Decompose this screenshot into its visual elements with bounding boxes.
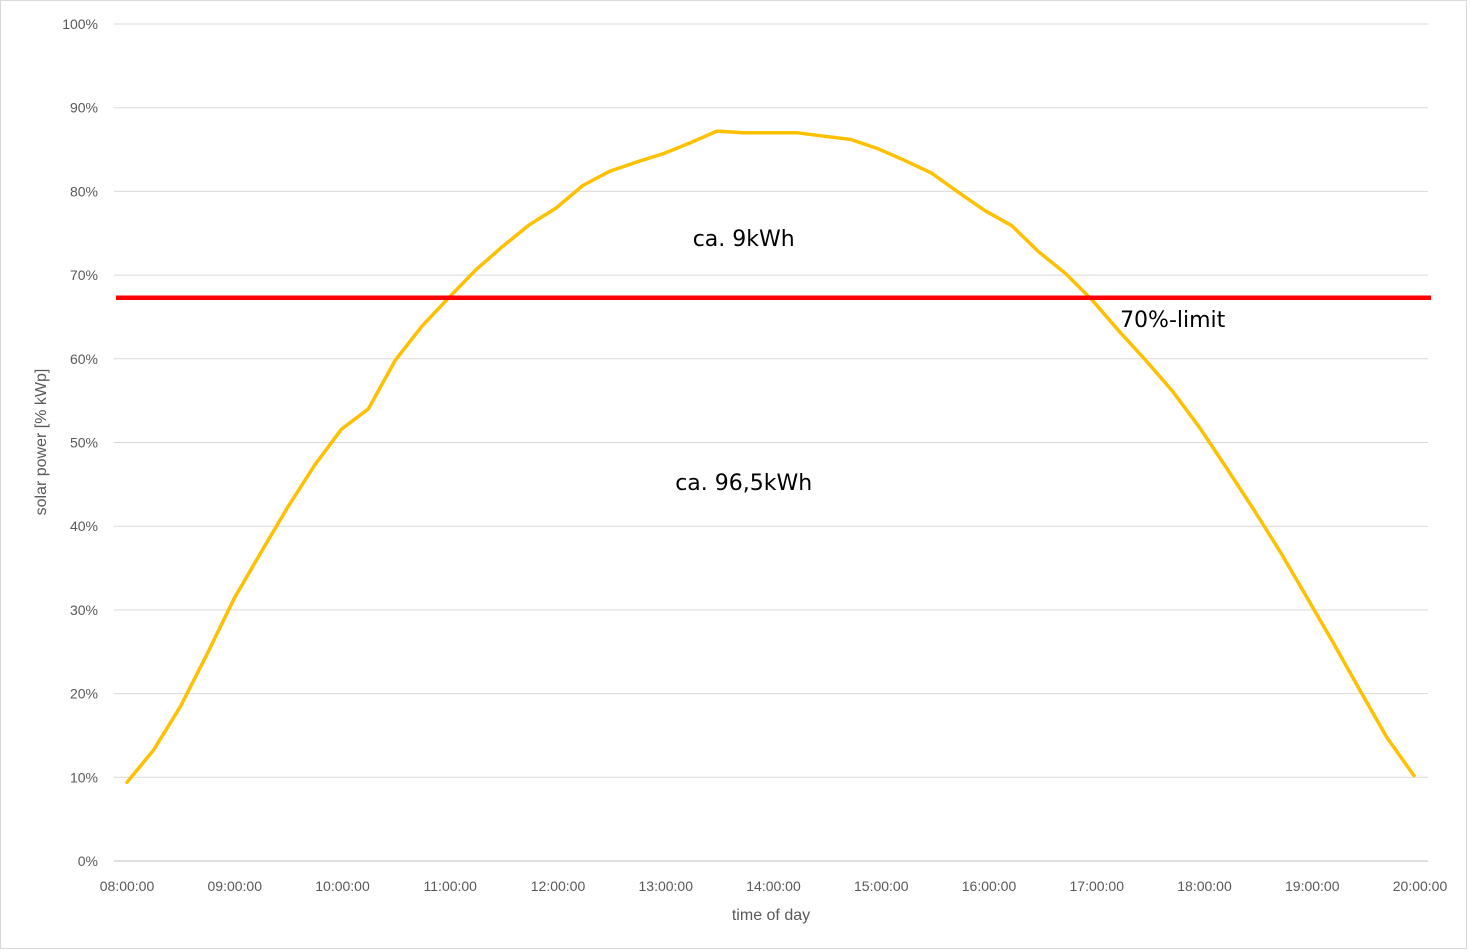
y-axis-tick-labels: 0% 10% 20% 30% 40% 50% 60% 70% 80% 90% 100% [62, 16, 98, 869]
annotation-label: ca. 96,5kWh [675, 471, 812, 496]
x-tick-label: 19:00:00 [1285, 878, 1340, 894]
y-tick-label: 50% [70, 435, 98, 451]
x-tick-label: 14:00:00 [746, 878, 801, 894]
y-tick-label: 60% [70, 351, 98, 367]
gridlines [114, 23, 1428, 778]
y-tick-label: 30% [70, 602, 98, 618]
y-tick-label: 70% [70, 267, 98, 283]
y-tick-label: 90% [70, 100, 98, 116]
y-tick-label: 0% [78, 853, 98, 869]
annotation-label: ca. 9kWh [693, 227, 795, 252]
x-tick-label: 08:00:00 [100, 878, 155, 894]
annotations: ca. 9kWh ca. 96,5kWh 70%-limit [675, 227, 1225, 496]
x-tick-label: 10:00:00 [315, 878, 370, 894]
x-tick-label: 13:00:00 [639, 878, 694, 894]
x-tick-label: 12:00:00 [531, 878, 586, 894]
y-tick-label: 20% [70, 686, 98, 702]
x-tick-label: 20:00:00 [1393, 878, 1448, 894]
y-axis-title: solar power [% kWp] [33, 369, 50, 516]
solar-power-line [125, 129, 1416, 785]
x-tick-label: 18:00:00 [1177, 878, 1232, 894]
x-tick-label: 17:00:00 [1070, 878, 1125, 894]
x-tick-label: 09:00:00 [208, 878, 263, 894]
x-tick-label: 16:00:00 [962, 878, 1017, 894]
y-tick-label: 80% [70, 183, 98, 199]
x-tick-label: 15:00:00 [854, 878, 909, 894]
y-tick-label: 40% [70, 518, 98, 534]
annotation-label: 70%-limit [1120, 308, 1226, 333]
y-tick-label: 100% [62, 16, 98, 32]
y-tick-label: 10% [70, 769, 98, 785]
x-tick-label: 11:00:00 [424, 878, 478, 894]
x-axis-title: time of day [732, 907, 810, 924]
x-axis-tick-labels: 08:00:00 09:00:00 10:00:00 11:00:00 12:00:00… [100, 878, 1448, 894]
